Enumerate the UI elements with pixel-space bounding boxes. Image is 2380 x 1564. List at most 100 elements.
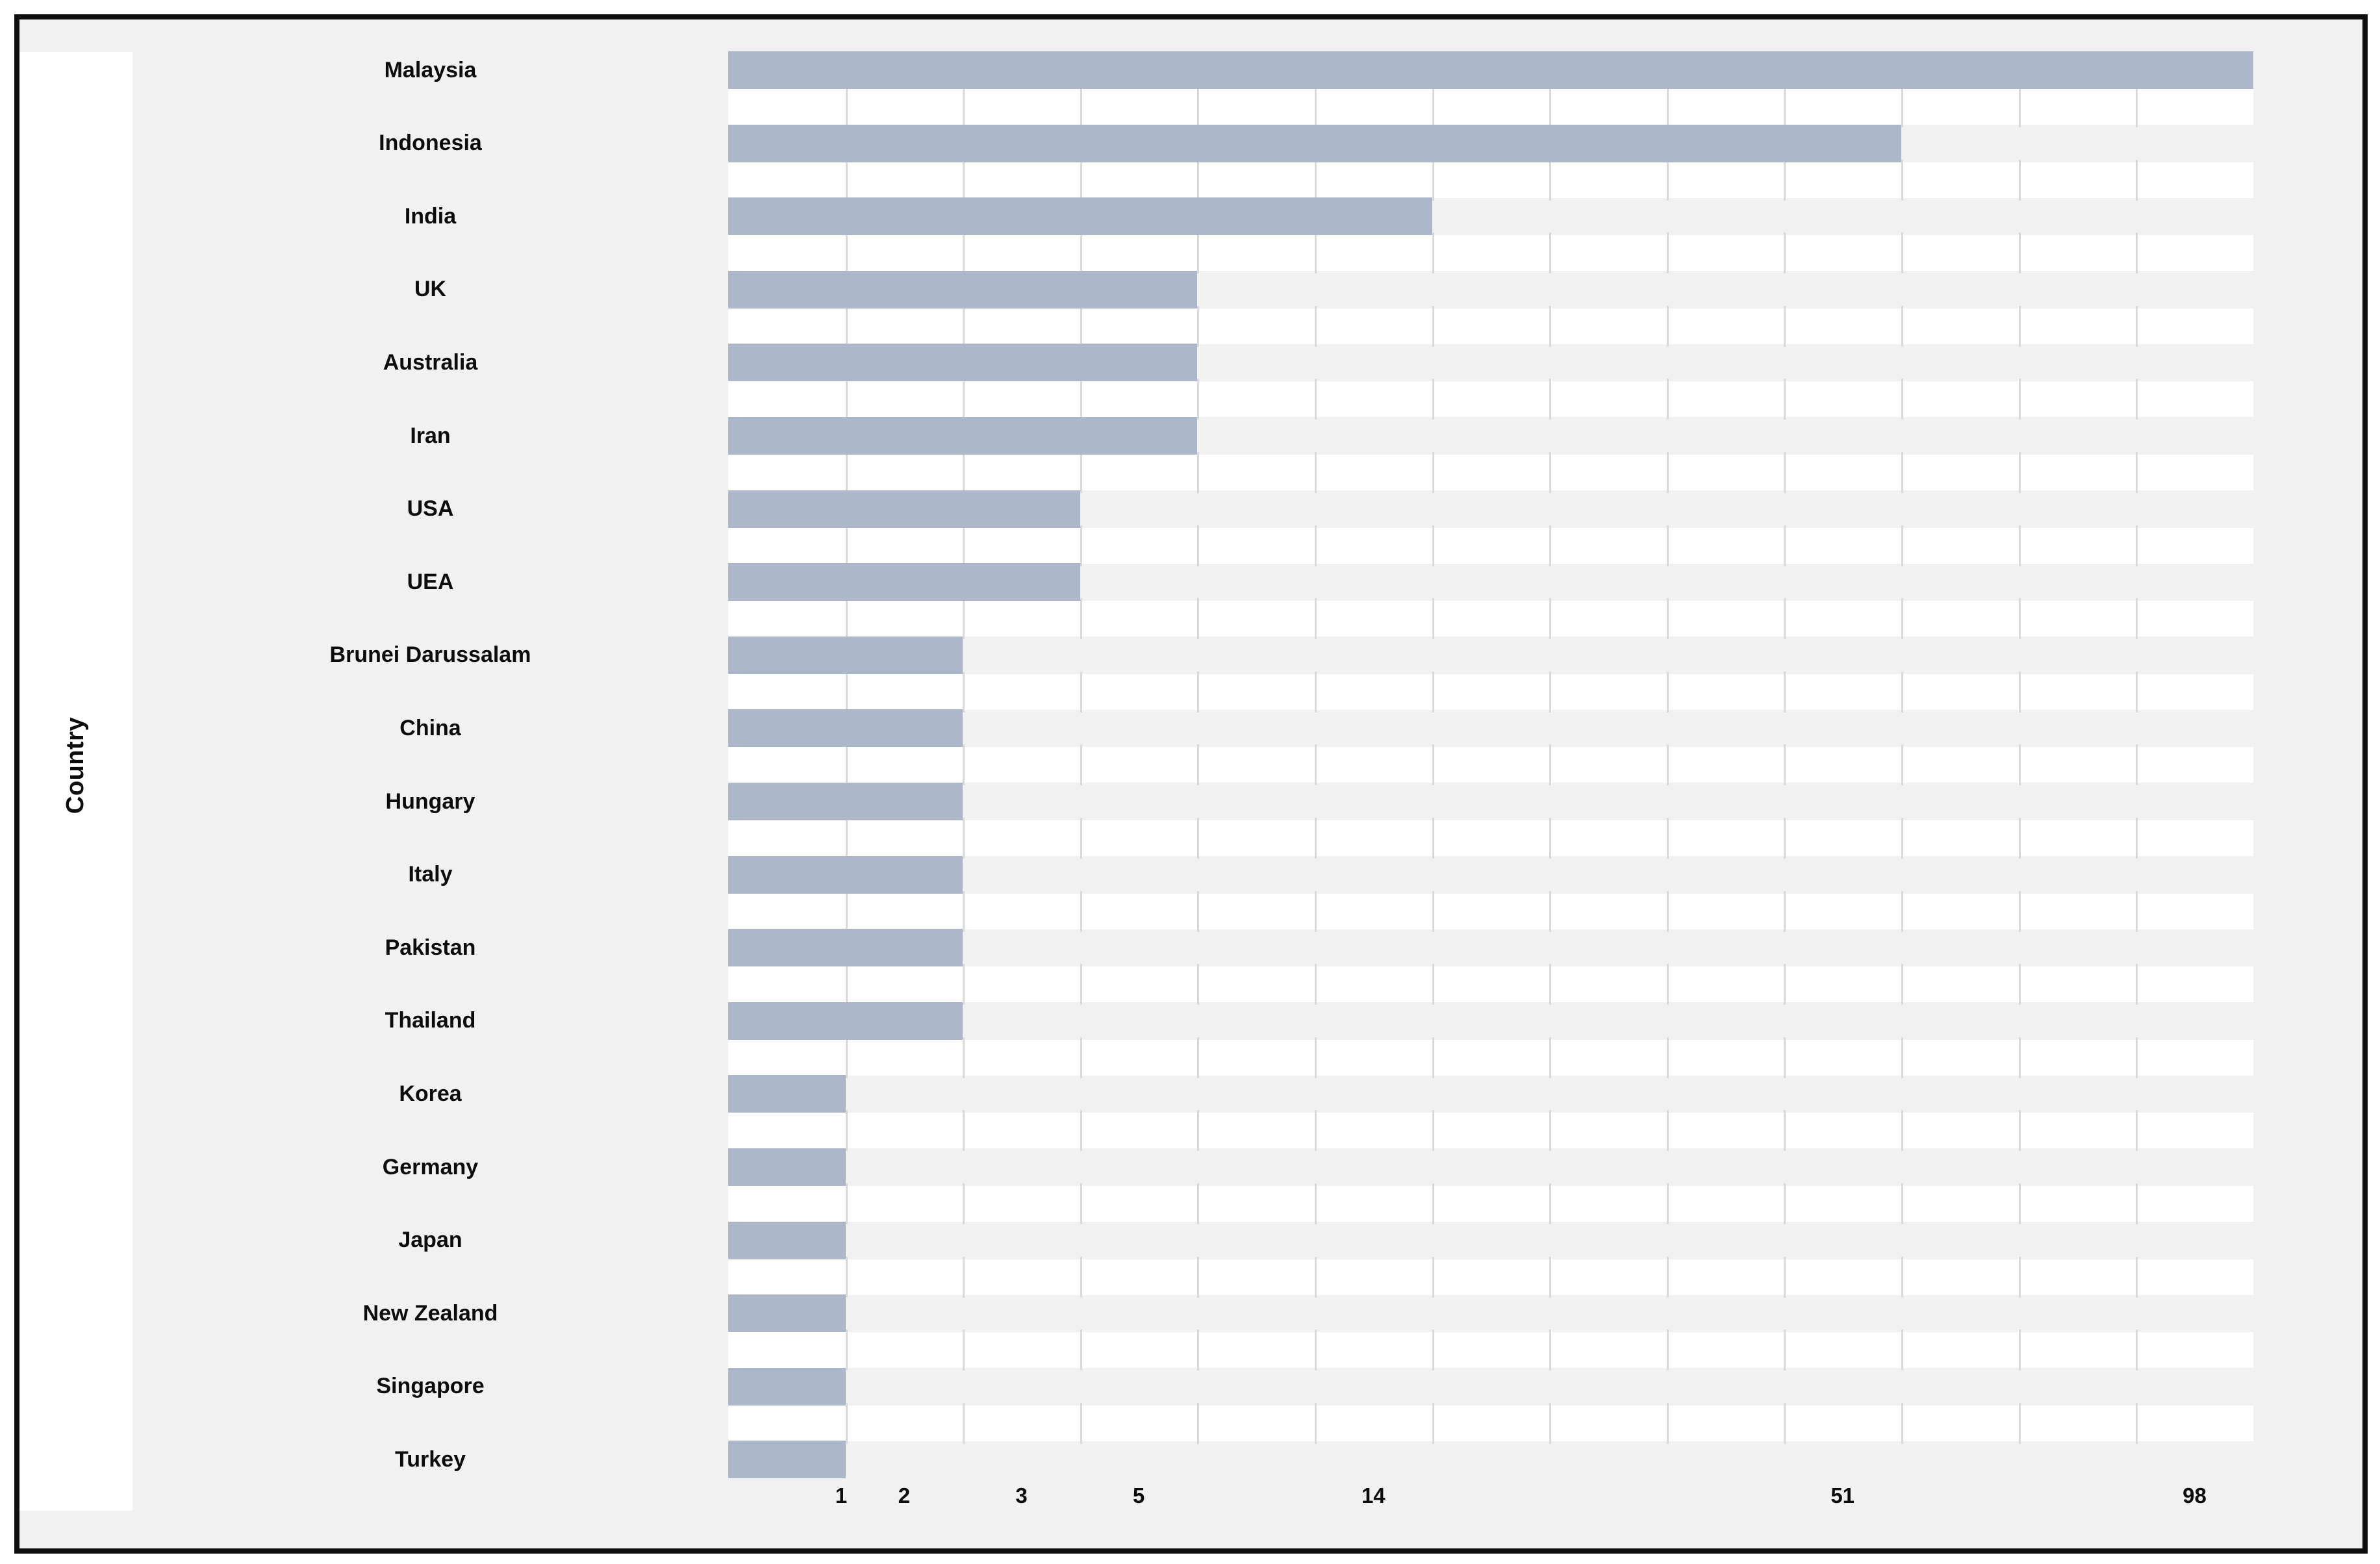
vertical-gridline: [1315, 159, 1317, 201]
vertical-gridline: [2136, 744, 2138, 786]
vertical-gridline: [845, 525, 848, 566]
vertical-gridline: [1549, 1256, 1552, 1298]
bar-hungary: [728, 783, 963, 820]
vertical-gridline: [1666, 964, 1669, 1005]
vertical-gridline: [1080, 86, 1082, 127]
bar-thailand: [728, 1002, 963, 1040]
vertical-gridline: [1549, 1330, 1552, 1371]
bar-japan: [728, 1221, 846, 1259]
vertical-gridline: [2018, 233, 2021, 274]
bar-singapore: [728, 1367, 846, 1406]
vertical-gridline: [1432, 159, 1434, 201]
bar-italy: [728, 855, 963, 894]
vertical-gridline: [1080, 233, 1082, 274]
vertical-gridline: [1197, 598, 1200, 640]
vertical-gridline: [1549, 1402, 1552, 1444]
category-label: Australia: [383, 349, 478, 375]
vertical-gridline: [1432, 452, 1434, 493]
category-label: India: [404, 203, 457, 229]
vertical-gridline: [1080, 1037, 1082, 1078]
vertical-gridline: [963, 159, 965, 201]
vertical-gridline: [2136, 159, 2138, 201]
vertical-gridline: [2018, 86, 2021, 127]
x-axis-tick-label-5: 5: [1132, 1483, 1145, 1507]
vertical-gridline: [2018, 1402, 2021, 1444]
vertical-gridline: [1901, 86, 1903, 127]
vertical-gridline: [1197, 671, 1200, 713]
vertical-gridline: [1549, 525, 1552, 566]
vertical-gridline: [1197, 379, 1200, 420]
vertical-gridline: [2136, 1183, 2138, 1224]
row-gap-band: [728, 1330, 2253, 1371]
vertical-gridline: [1784, 818, 1786, 859]
vertical-gridline: [1549, 233, 1552, 274]
vertical-gridline: [1549, 86, 1552, 127]
vertical-gridline: [2136, 598, 2138, 640]
vertical-gridline: [1197, 818, 1200, 859]
vertical-gridline: [1080, 1402, 1082, 1444]
vertical-gridline: [1784, 452, 1786, 493]
row-gap-band: [728, 525, 2253, 566]
vertical-gridline: [2136, 233, 2138, 274]
bar-china: [728, 709, 963, 748]
x-axis-tick-label-98: 98: [2183, 1483, 2207, 1507]
bar-iran: [728, 417, 1198, 455]
vertical-gridline: [1549, 452, 1552, 493]
vertical-gridline: [2136, 964, 2138, 1005]
vertical-gridline: [1197, 1037, 1200, 1078]
vertical-gridline: [1549, 1110, 1552, 1152]
vertical-gridline: [1315, 525, 1317, 566]
row-gap-band: [728, 305, 2253, 347]
vertical-gridline: [1315, 233, 1317, 274]
vertical-gridline: [1080, 598, 1082, 640]
vertical-gridline: [1784, 233, 1786, 274]
vertical-gridline: [1666, 525, 1669, 566]
vertical-gridline: [963, 671, 965, 713]
vertical-gridline: [1784, 1110, 1786, 1152]
vertical-gridline: [1080, 452, 1082, 493]
vertical-gridline: [1315, 1110, 1317, 1152]
vertical-gridline: [2018, 1256, 2021, 1298]
vertical-gridline: [1901, 744, 1903, 786]
vertical-gridline: [1784, 1402, 1786, 1444]
vertical-gridline: [1784, 525, 1786, 566]
vertical-gridline: [1549, 1183, 1552, 1224]
x-axis-tick-label-2: 2: [898, 1483, 911, 1507]
vertical-gridline: [1080, 379, 1082, 420]
vertical-gridline: [1666, 818, 1669, 859]
bar-turkey: [728, 1441, 846, 1479]
vertical-gridline: [1901, 159, 1903, 201]
vertical-gridline: [1784, 744, 1786, 786]
vertical-gridline: [1197, 452, 1200, 493]
vertical-gridline: [1315, 86, 1317, 127]
vertical-gridline: [1666, 233, 1669, 274]
vertical-gridline: [1666, 1402, 1669, 1444]
vertical-gridline: [1784, 1330, 1786, 1371]
vertical-gridline: [1080, 1183, 1082, 1224]
y-axis-title: Country: [62, 716, 90, 814]
vertical-gridline: [845, 890, 848, 932]
vertical-gridline: [1549, 890, 1552, 932]
bar-india: [728, 197, 1432, 236]
vertical-gridline: [1197, 1402, 1200, 1444]
vertical-gridline: [845, 744, 848, 786]
vertical-gridline: [2136, 305, 2138, 347]
vertical-gridline: [1432, 890, 1434, 932]
vertical-gridline: [1197, 1330, 1200, 1371]
vertical-gridline: [1315, 1402, 1317, 1444]
vertical-gridline: [963, 305, 965, 347]
bar-uk: [728, 270, 1198, 309]
vertical-gridline: [2136, 452, 2138, 493]
vertical-gridline: [963, 964, 965, 1005]
vertical-gridline: [1901, 452, 1903, 493]
vertical-gridline: [845, 1183, 848, 1224]
vertical-gridline: [1080, 1256, 1082, 1298]
vertical-gridline: [963, 1330, 965, 1371]
vertical-gridline: [845, 598, 848, 640]
vertical-gridline: [1784, 1037, 1786, 1078]
vertical-gridline: [1080, 818, 1082, 859]
vertical-gridline: [845, 452, 848, 493]
vertical-gridline: [2018, 452, 2021, 493]
row-gap-band: [728, 1110, 2253, 1152]
row-gap-band: [728, 1402, 2253, 1444]
